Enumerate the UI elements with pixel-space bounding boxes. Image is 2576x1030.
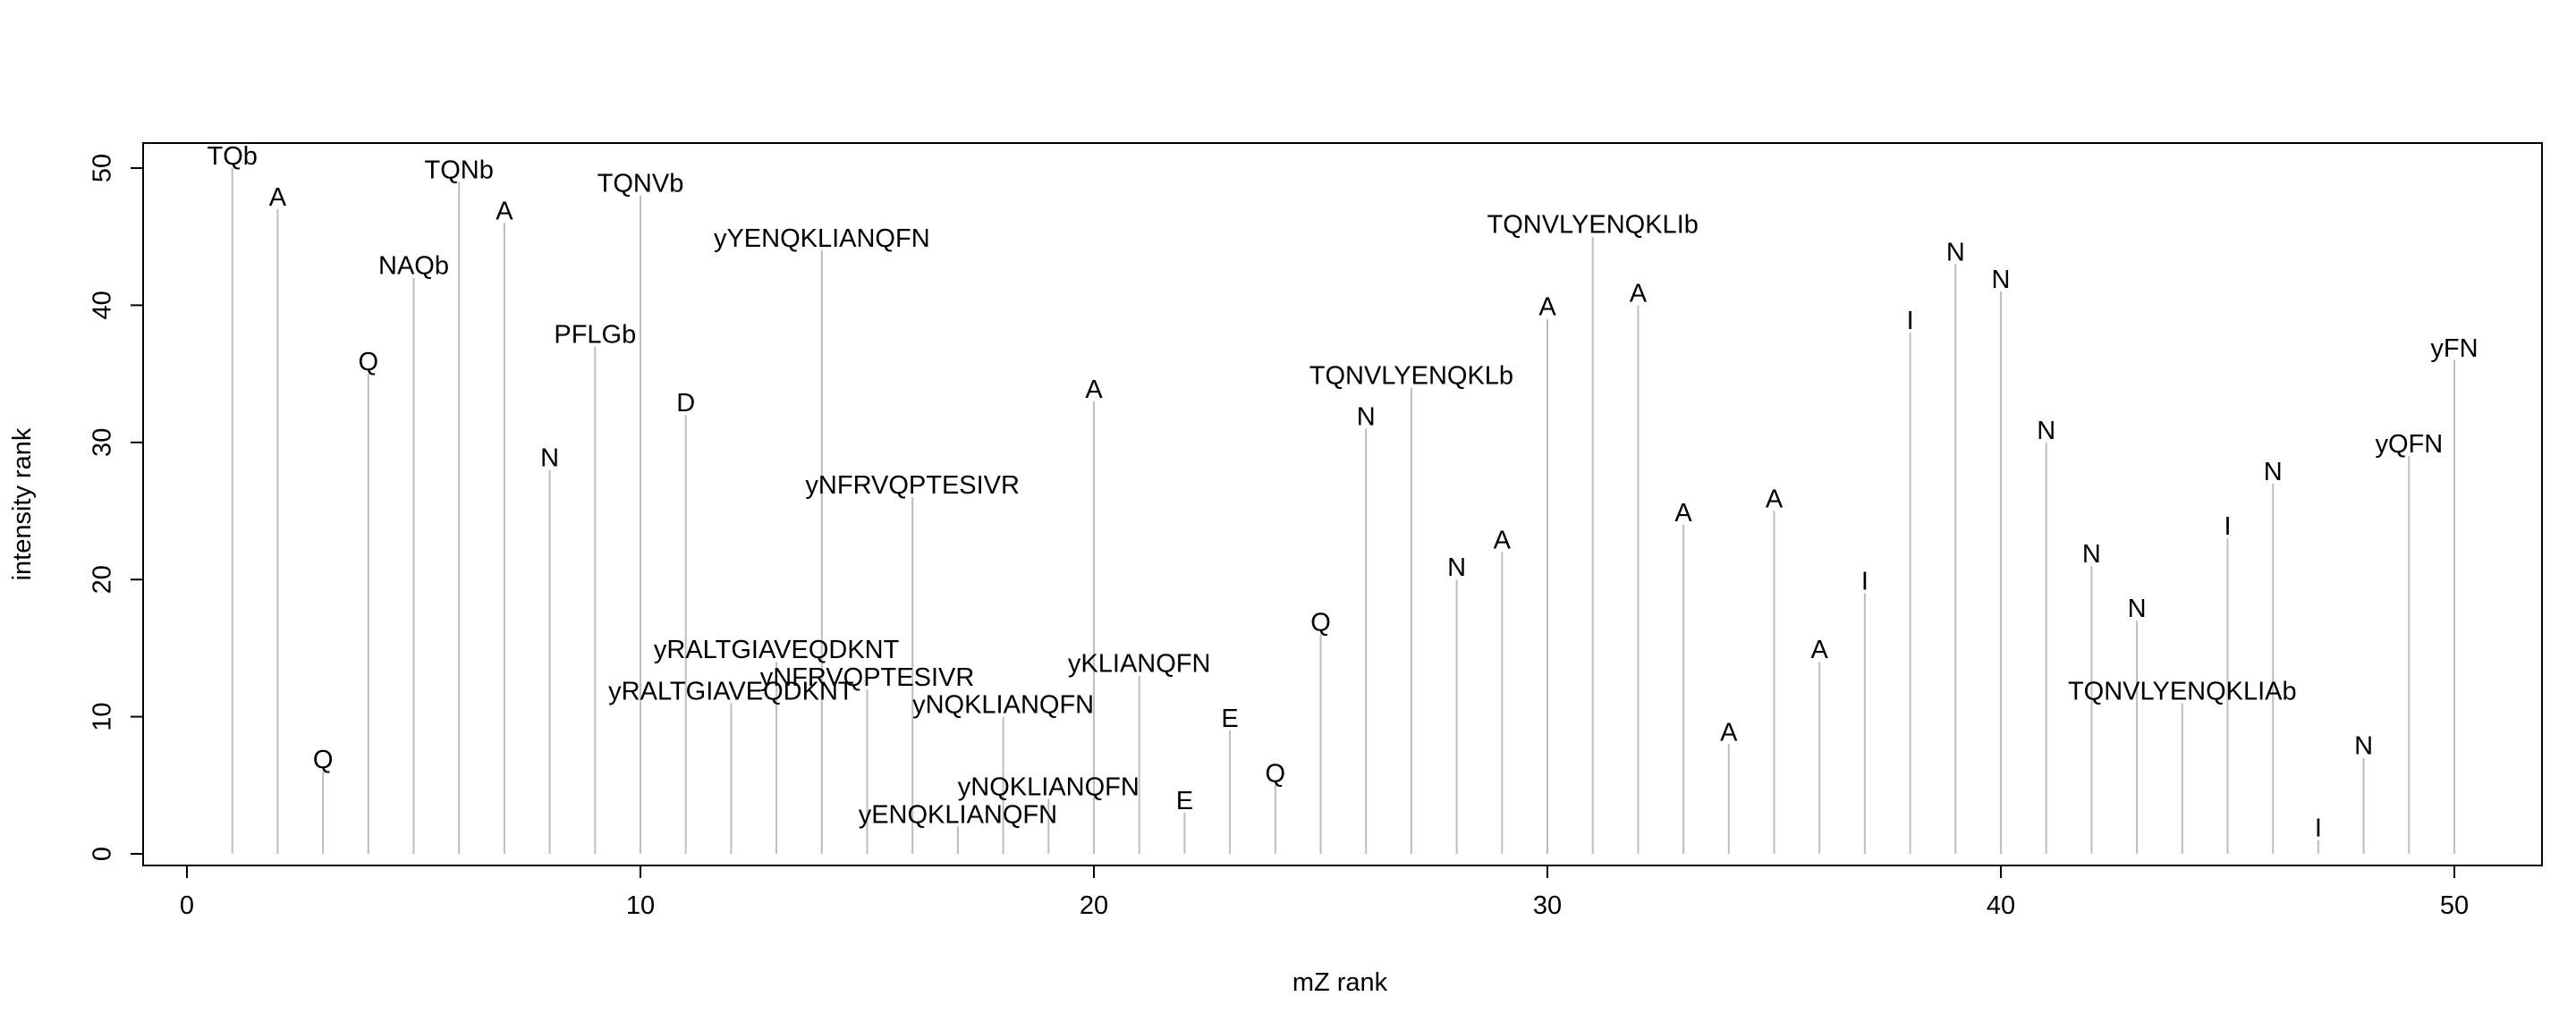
x-axis: 0 10 20 30 40 50 [180, 865, 2469, 920]
y-axis: 0 10 20 30 40 50 [89, 154, 144, 861]
peak-label-25: Q [1310, 609, 1331, 637]
peak-label-48: N [2354, 732, 2373, 761]
x-axis-title: mZ rank [1292, 968, 1388, 997]
peak-label-31: TQNVLYENQKLIb [1487, 211, 1699, 240]
peak-label-40: N [1992, 266, 2011, 294]
peak-label-7: A [496, 197, 513, 225]
x-tick-label-50: 50 [2440, 891, 2469, 920]
y-tick-label-50: 50 [89, 154, 117, 182]
peak-label-17: yENQKLIANQFN [859, 800, 1057, 829]
y-tick-label-10: 10 [89, 702, 117, 730]
peak-label-38: I [1907, 307, 1914, 335]
peak-label-10: TQNVb [597, 170, 684, 198]
peak-label-29: A [1494, 527, 1512, 555]
peak-label-42: N [2082, 540, 2101, 569]
peak-label-28: N [1447, 553, 1466, 582]
x-tick-label-40: 40 [1987, 891, 2015, 920]
peak-label-9: PFLGb [554, 320, 636, 349]
peak-label-19: yNQKLIANQFN [958, 773, 1140, 802]
peak-label-11: D [676, 389, 695, 418]
peak-label-27: TQNVLYENQKLb [1309, 361, 1513, 390]
peak-label-47: I [2315, 815, 2322, 843]
peak-label-2: A [269, 183, 287, 212]
peak-label-43: N [2128, 595, 2147, 623]
peak-label-12: yRALTGIAVEQDKNT [608, 677, 854, 705]
peak-label-46: N [2264, 458, 2283, 486]
peak-label-45: I [2224, 512, 2231, 541]
peak-label-24: Q [1266, 759, 1286, 788]
peak-label-33: A [1674, 499, 1692, 528]
peak-label-35: A [1766, 485, 1784, 514]
peak-label-22: E [1176, 787, 1193, 815]
peak-label-6: TQNb [425, 156, 494, 184]
peak-label-50: yFN [2430, 334, 2478, 363]
peak-label-8: N [540, 443, 559, 472]
peak-label-41: N [2037, 417, 2055, 445]
peak-label-3: Q [313, 746, 334, 774]
peak-label-34: A [1720, 718, 1738, 747]
y-tick-label-0: 0 [89, 847, 117, 861]
peak-label-20: A [1085, 376, 1103, 404]
peak-label-18: yNQKLIANQFN [912, 691, 1094, 720]
x-tick-label-10: 10 [626, 891, 655, 920]
peak-label-37: I [1861, 568, 1868, 596]
peak-label-23: E [1221, 705, 1238, 733]
peak-label-39: N [1946, 238, 1965, 266]
y-tick-label-40: 40 [89, 291, 117, 319]
peak-label-15: yNFRVQPTESIVR [760, 663, 975, 692]
peak-label-26: N [1357, 402, 1376, 431]
x-tick-label-0: 0 [180, 891, 194, 920]
peak-label-1: TQb [207, 142, 257, 171]
peak-label-21: yKLIANQFN [1068, 650, 1211, 679]
peak-labels-layer: TQbAQQNAQbTQNbANPFLGbTQNVbDyRALTGIAVEQDK… [207, 142, 2478, 843]
y-tick-label-20: 20 [89, 565, 117, 594]
peak-label-14: yYENQKLIANQFN [714, 224, 930, 253]
y-axis-title: intensity rank [8, 427, 37, 580]
peak-label-4: Q [359, 348, 379, 376]
x-tick-label-30: 30 [1533, 891, 1562, 920]
peak-label-5: NAQb [378, 252, 449, 281]
peak-label-44: TQNVLYENQKLIAb [2068, 677, 2297, 705]
peak-label-13: yRALTGIAVEQDKNT [654, 636, 900, 664]
peak-label-32: A [1630, 279, 1648, 308]
peak-label-36: A [1811, 636, 1829, 664]
stems-layer [231, 168, 2455, 854]
peak-label-49: yQFN [2375, 430, 2443, 459]
y-tick-label-30: 30 [89, 428, 117, 457]
x-tick-label-20: 20 [1080, 891, 1108, 920]
peak-label-30: A [1538, 293, 1556, 322]
peak-label-16: yNFRVQPTESIVR [805, 471, 1020, 500]
